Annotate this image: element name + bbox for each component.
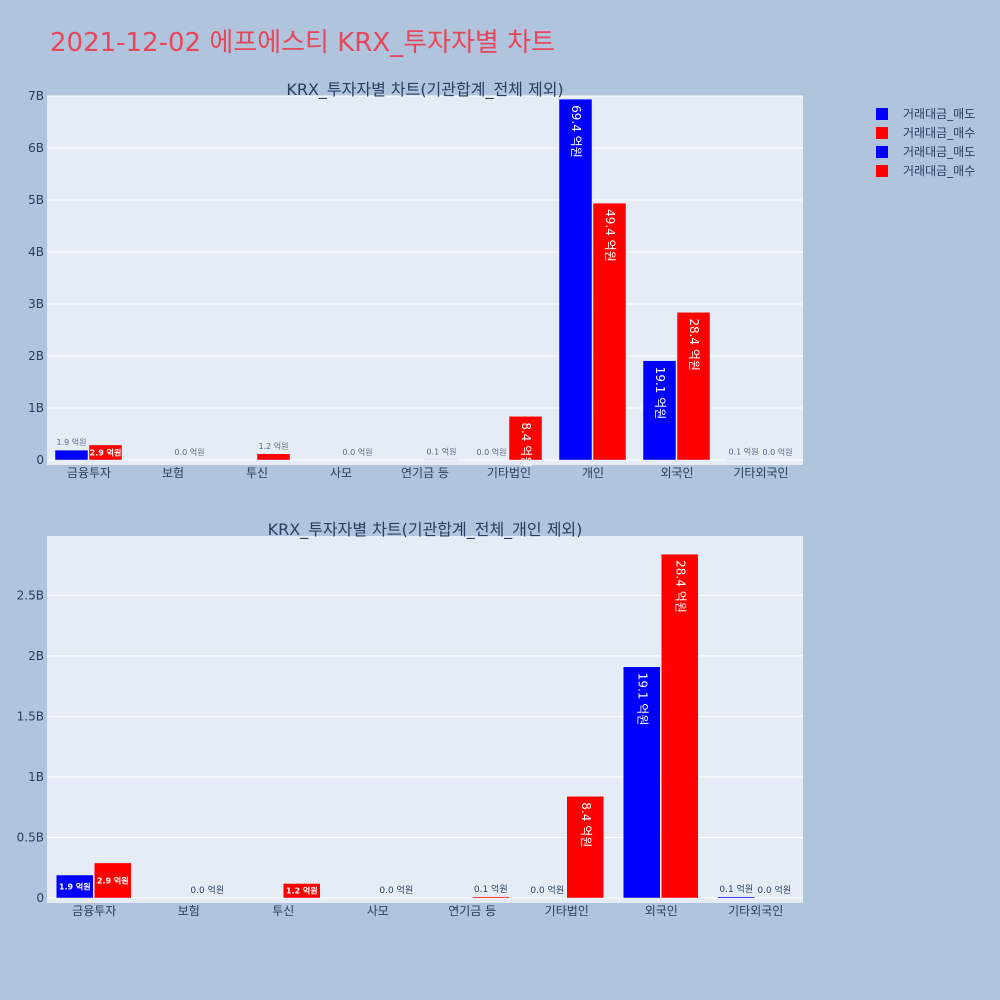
data-label: 49.4 억원 — [603, 209, 617, 262]
bar-sell — [717, 896, 755, 899]
chart-subtitle: KRX_투자자별 차트(기관합계_전체 제외) — [286, 80, 563, 100]
data-label: 2.9 억원 — [90, 447, 122, 457]
y-tick-label: 4B — [28, 245, 44, 259]
y-tick-label: 2.5B — [17, 588, 44, 602]
y-tick-label: 1B — [28, 401, 44, 415]
data-label: 1.9 억원 — [57, 437, 87, 447]
x-tick-label: 금융투자 — [72, 904, 116, 918]
bar-buy — [566, 796, 604, 899]
data-label: 69.4 억원 — [569, 105, 583, 158]
data-label: 2.9 억원 — [97, 875, 129, 885]
data-label: 0.0 억원 — [379, 884, 413, 896]
x-tick-label: 사모 — [367, 904, 389, 918]
y-tick-label: 1B — [28, 770, 44, 784]
x-tick-label: 투신 — [246, 466, 268, 480]
x-tick-label: 연기금 등 — [401, 466, 449, 480]
x-tick-label: 기타법인 — [545, 904, 589, 918]
data-label: 0.1 억원 — [719, 883, 753, 895]
legend-swatch — [876, 165, 888, 177]
x-tick-label: 개인 — [582, 466, 604, 480]
x-tick-label: 외국인 — [660, 466, 693, 480]
data-label: 0.1 억원 — [474, 883, 508, 895]
data-label: 0.0 억원 — [175, 447, 205, 457]
legend-entry: 거래대금_매수 — [903, 126, 975, 140]
x-tick-label: 기타외국인 — [728, 904, 783, 918]
data-label: 8.4 억원 — [519, 422, 533, 467]
x-tick-label: 보험 — [162, 466, 184, 480]
x-tick-label: 보험 — [178, 904, 200, 918]
data-label: 1.2 억원 — [286, 886, 318, 896]
y-tick-label: 3B — [28, 297, 44, 311]
legend-entry: 거래대금_매도 — [903, 145, 975, 159]
chart-panel-2: 0 0.5B 1B 1.5B 2B 2.5B KRX_투자자별 차트(기관합계_전체_개인 … — [17, 520, 803, 918]
bar-sell — [558, 98, 593, 461]
legend-entry: 거래대금_매도 — [903, 107, 975, 121]
bar-sell — [54, 449, 89, 461]
x-tick-label: 투신 — [272, 904, 294, 918]
data-label: 28.4 억원 — [687, 318, 701, 371]
chart-subtitle: KRX_투자자별 차트(기관합계_전체_개인 제외) — [268, 520, 583, 540]
bar-buy — [472, 896, 510, 899]
y-tick-label: 2B — [28, 649, 44, 663]
x-tick-label: 연기금 등 — [448, 904, 496, 918]
data-label: 8.4 억원 — [579, 802, 593, 847]
y-tick-label: 0 — [36, 453, 44, 467]
legend-swatch — [876, 127, 888, 139]
y-tick-label: 5B — [28, 193, 44, 207]
x-tick-label: 금융투자 — [67, 466, 111, 480]
x-tick-label: 사모 — [330, 466, 352, 480]
data-label: 0.1 억원 — [427, 446, 457, 456]
y-tick-label: 0 — [36, 891, 44, 905]
bar-buy — [94, 862, 132, 899]
data-label: 0.0 억원 — [757, 884, 791, 896]
data-label: 28.4 억원 — [673, 560, 687, 613]
chart-panel-1: 0 1B 2B 3B 4B 5B 6B 7B KRX_투자자별 차트(기관합계_전체 제외) 금융… — [28, 80, 803, 480]
y-tick-label: 1.5B — [17, 709, 44, 723]
x-tick-label: 기타외국인 — [733, 466, 788, 480]
legend-entry: 거래대금_매수 — [903, 164, 975, 178]
data-label: 0.1 억원 — [729, 446, 759, 456]
bar-sell — [56, 874, 94, 899]
x-tick-label: 기타법인 — [487, 466, 531, 480]
bar-sell — [623, 666, 661, 899]
bar-buy — [592, 202, 627, 461]
y-tick-label: 6B — [28, 141, 44, 155]
data-label: 0.0 억원 — [530, 884, 564, 896]
data-label: 0.0 억원 — [477, 447, 507, 457]
bar-sell — [726, 459, 761, 461]
bar-buy — [256, 453, 291, 461]
page-title: 2021-12-02 에프에스티 KRX_투자자별 차트 — [50, 28, 555, 58]
legend-swatch — [876, 146, 888, 158]
data-label: 1.9 억원 — [59, 881, 91, 891]
y-tick-label: 2B — [28, 349, 44, 363]
bar-buy — [661, 553, 699, 899]
data-label: 0.0 억원 — [190, 884, 224, 896]
bar-buy — [508, 416, 543, 461]
data-label: 19.1 억원 — [653, 367, 667, 420]
data-label: 0.0 억원 — [763, 447, 793, 457]
bar-buy — [676, 312, 711, 461]
data-label: 19.1 억원 — [635, 673, 649, 726]
bar-buy — [88, 444, 123, 461]
y-tick-label: 0.5B — [17, 830, 44, 844]
bar-buy — [283, 883, 321, 899]
bar-sell — [642, 360, 677, 461]
data-label: 1.2 억원 — [259, 441, 289, 451]
x-tick-label: 외국인 — [645, 904, 678, 918]
y-tick-label: 7B — [28, 89, 44, 103]
data-label: 0.0 억원 — [343, 447, 373, 457]
bar-buy — [424, 459, 459, 461]
legend-swatch — [876, 108, 888, 120]
